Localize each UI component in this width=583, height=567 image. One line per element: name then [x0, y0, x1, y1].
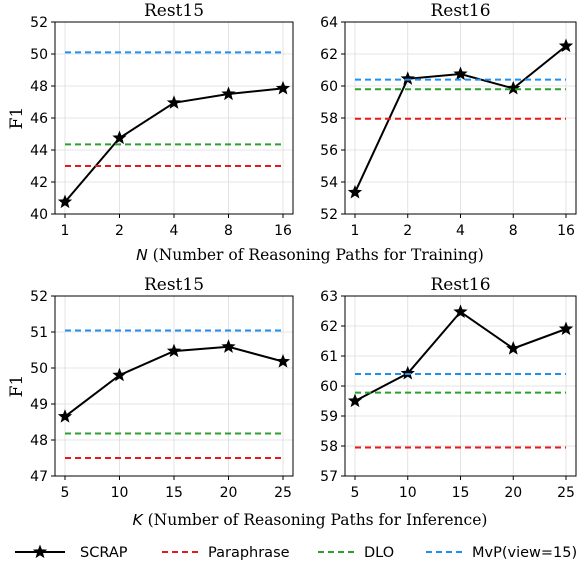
x-tick-label: 25 — [557, 485, 575, 501]
y-tick-label: 48 — [30, 433, 48, 449]
x-tick-label: 8 — [509, 223, 518, 239]
x-axis-label-inference-text: (Number of Reasoning Paths for Inference… — [143, 511, 488, 529]
x-tick-label: 20 — [220, 485, 238, 501]
legend-label-scrap: SCRAP — [80, 545, 128, 561]
x-axis-label-training: N (Number of Reasoning Paths for Trainin… — [136, 246, 484, 264]
y-tick-label: 50 — [30, 361, 48, 377]
x-tick-label: 25 — [274, 485, 292, 501]
y-tick-label: 50 — [30, 47, 48, 63]
x-tick-label: 15 — [165, 485, 183, 501]
data-point-scrap — [275, 80, 291, 95]
legend-label-dlo: DLO — [364, 545, 394, 561]
data-point-scrap — [558, 38, 574, 53]
x-tick-label: 16 — [557, 223, 575, 239]
x-tick-label: 5 — [61, 485, 70, 501]
y-tick-label: 56 — [320, 143, 338, 159]
x-tick-label: 15 — [452, 485, 470, 501]
data-point-scrap — [275, 354, 291, 368]
x-tick-label: 16 — [274, 223, 292, 239]
x-axis-label-training-text: (Number of Reasoning Paths for Training) — [148, 246, 484, 264]
y-tick-label: 44 — [30, 143, 48, 159]
y-tick-label: 59 — [320, 409, 338, 425]
data-point-scrap — [57, 194, 73, 209]
y-tick-label: 54 — [320, 175, 338, 191]
legend-item-dlo: DLO — [318, 545, 394, 561]
legend-star-marker — [32, 544, 48, 559]
data-point-scrap — [400, 365, 415, 380]
x-tick-label: 2 — [403, 223, 412, 239]
y-tick-label: 60 — [320, 379, 338, 395]
x-tick-label: 5 — [351, 485, 360, 501]
x-tick-label: 1 — [61, 223, 70, 239]
y-tick-label: 46 — [30, 111, 48, 127]
y-tick-label: 52 — [30, 15, 48, 31]
legend-label-paraphrase: Paraphrase — [208, 545, 290, 561]
data-point-scrap — [112, 130, 127, 145]
data-point-scrap — [347, 184, 363, 199]
y-tick-label: 64 — [320, 15, 338, 31]
y-tick-label: 47 — [30, 469, 48, 485]
data-point-scrap — [400, 71, 415, 85]
x-tick-label: 2 — [115, 223, 124, 239]
x-tick-label: 1 — [351, 223, 360, 239]
y-tick-label: 61 — [320, 349, 338, 365]
panel-title: Rest16 — [430, 275, 490, 295]
y-tick-label: 51 — [30, 325, 48, 341]
legend-item-mvp: MvP(view=15) — [426, 545, 577, 561]
x-tick-label: 20 — [504, 485, 522, 501]
x-axis-variable-k: K — [133, 511, 145, 529]
data-point-scrap — [558, 321, 574, 336]
data-point-scrap — [506, 341, 521, 355]
y-tick-label: 42 — [30, 175, 48, 191]
y-axis-label: F1 — [7, 107, 27, 130]
y-tick-label: 40 — [30, 207, 48, 223]
data-point-scrap — [453, 66, 468, 81]
data-point-scrap — [166, 95, 182, 109]
y-tick-label: 52 — [30, 289, 48, 305]
y-tick-label: 52 — [320, 207, 338, 223]
x-tick-label: 8 — [224, 223, 233, 239]
y-tick-label: 57 — [320, 469, 338, 485]
data-point-scrap — [166, 343, 182, 358]
legend-label-mvp: MvP(view=15) — [472, 545, 577, 561]
y-tick-label: 49 — [30, 397, 48, 413]
legend-item-paraphrase: Paraphrase — [162, 545, 290, 561]
y-tick-label: 48 — [30, 79, 48, 95]
y-tick-label: 58 — [320, 439, 338, 455]
data-point-scrap — [347, 393, 363, 408]
data-point-scrap — [506, 80, 521, 95]
chart-panel-3: 47 48 49 50 51 52 5 10 15 20 25 Rest15 F1 — [7, 275, 294, 501]
panel-title: Rest15 — [144, 1, 204, 21]
y-tick-label: 63 — [320, 289, 338, 305]
y-tick-label: 60 — [320, 79, 338, 95]
x-tick-label: 4 — [170, 223, 179, 239]
data-point-scrap — [453, 304, 468, 318]
y-axis-label: F1 — [7, 375, 27, 398]
x-tick-label: 10 — [399, 485, 417, 501]
x-axis-label-inference: K (Number of Reasoning Paths for Inferen… — [133, 511, 488, 529]
data-point-scrap — [221, 339, 236, 353]
y-tick-label: 62 — [320, 319, 338, 335]
panel-title: Rest16 — [430, 1, 490, 21]
panel-title: Rest15 — [144, 275, 204, 295]
chart-panel-2: 52 54 56 58 60 62 64 1 2 4 8 16 Rest16 — [320, 1, 577, 239]
data-point-scrap — [57, 409, 73, 423]
chart-panel-4: 57 58 59 60 61 62 63 5 10 15 20 25 Rest16 — [320, 275, 577, 501]
x-tick-label: 4 — [456, 223, 465, 239]
data-point-scrap — [112, 367, 127, 382]
x-tick-label: 10 — [111, 485, 129, 501]
legend-item-scrap: SCRAP — [15, 544, 128, 561]
y-tick-label: 58 — [320, 111, 338, 127]
data-point-scrap — [221, 86, 236, 101]
y-tick-label: 62 — [320, 47, 338, 63]
x-axis-variable-n: N — [136, 246, 148, 264]
legend: SCRAP Paraphrase DLO MvP(view=15) — [15, 544, 577, 561]
